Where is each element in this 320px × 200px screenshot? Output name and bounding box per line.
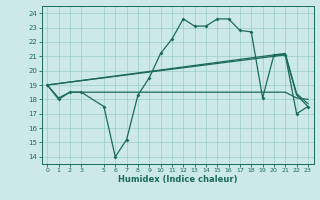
- X-axis label: Humidex (Indice chaleur): Humidex (Indice chaleur): [118, 175, 237, 184]
